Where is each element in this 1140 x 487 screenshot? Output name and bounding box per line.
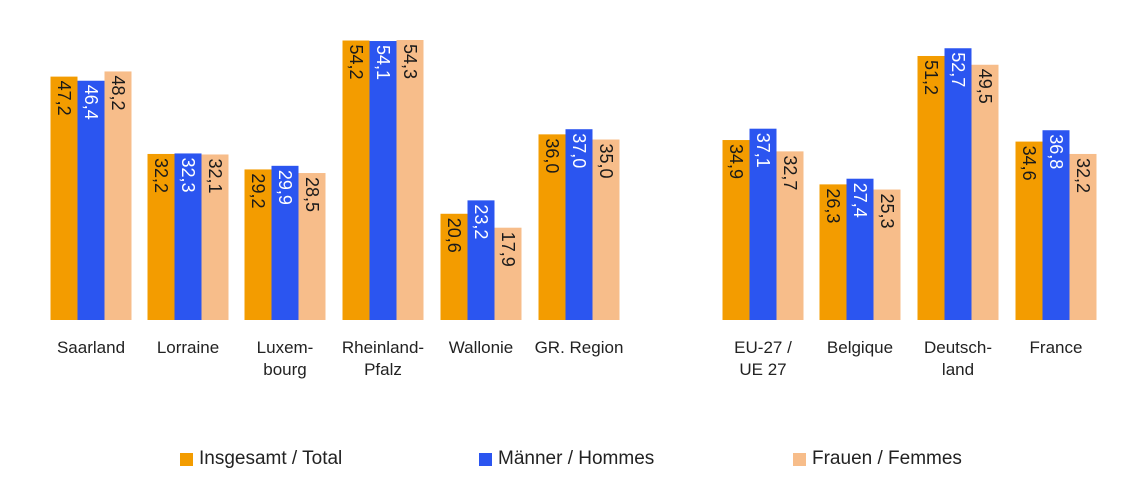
- value-label-france-women: 32,2: [1073, 158, 1093, 193]
- bar-saarland-total: [50, 76, 78, 320]
- bar-lorraine-women: [201, 154, 229, 320]
- value-label-belgique-total: 26,3: [823, 188, 843, 223]
- bar-luxembourg-men: [271, 165, 299, 320]
- bar-eu-27-women: [776, 151, 804, 320]
- value-label-deutschland-men: 52,7: [948, 52, 968, 87]
- bar-rheinland-pfalz-total: [342, 40, 370, 320]
- category-label-wallonie: Wallonie: [449, 338, 514, 357]
- category-label-gr-region: GR. Region: [535, 338, 624, 357]
- category-label-saarland: Saarland: [57, 338, 125, 357]
- bar-france-men: [1042, 130, 1070, 320]
- legend-label-men: Männer / Hommes: [498, 448, 655, 469]
- value-label-wallonie-women: 17,9: [498, 232, 518, 267]
- bar-saarland-men: [77, 80, 105, 320]
- value-label-rheinland-pfalz-total: 54,2: [346, 45, 366, 80]
- value-label-deutschland-women: 49,5: [975, 69, 995, 104]
- value-label-gr-region-men: 37,0: [569, 133, 589, 168]
- legend-swatch-men: [479, 452, 492, 466]
- category-label-eu-27: EU-27 /UE 27: [734, 338, 792, 379]
- bar-belgique-total: [819, 184, 847, 320]
- bar-lorraine-men: [174, 153, 202, 320]
- value-label-wallonie-total: 20,6: [444, 218, 464, 253]
- value-label-lorraine-women: 32,1: [205, 158, 225, 193]
- value-label-eu-27-women: 32,7: [780, 155, 800, 190]
- value-label-lorraine-men: 32,3: [178, 157, 198, 192]
- bar-wallonie-men: [467, 200, 495, 320]
- value-label-belgique-men: 27,4: [850, 183, 870, 218]
- value-label-rheinland-pfalz-men: 54,1: [373, 45, 393, 80]
- category-label-luxembourg: Luxem-bourg: [257, 338, 314, 379]
- bar-belgique-women: [873, 189, 901, 320]
- bar-france-women: [1069, 153, 1097, 320]
- value-label-lorraine-total: 32,2: [151, 158, 171, 193]
- value-label-rheinland-pfalz-women: 54,3: [400, 44, 420, 79]
- value-label-belgique-women: 25,3: [877, 194, 897, 229]
- value-label-eu-27-men: 37,1: [753, 133, 773, 168]
- category-label-belgique: Belgique: [827, 338, 893, 357]
- bar-eu-27-men: [749, 128, 777, 320]
- value-label-saarland-women: 48,2: [108, 75, 128, 110]
- bar-rheinland-pfalz-women: [396, 40, 424, 320]
- legend-item-total: Insgesamt / Total: [180, 448, 342, 470]
- legend-item-men: Männer / Hommes: [479, 448, 654, 470]
- value-label-gr-region-total: 36,0: [542, 138, 562, 173]
- bar-wallonie-total: [440, 213, 468, 320]
- bar-france-total: [1015, 141, 1043, 320]
- legend-label-total: Insgesamt / Total: [199, 448, 343, 469]
- legend-item-women: Frauen / Femmes: [793, 448, 962, 470]
- value-label-france-total: 34,6: [1019, 146, 1039, 181]
- bar-lorraine-total: [147, 153, 175, 320]
- value-label-luxembourg-men: 29,9: [275, 170, 295, 205]
- legend: Insgesamt / Total Männer / Hommes Frauen…: [0, 448, 1140, 476]
- bar-deutschland-total: [917, 55, 945, 321]
- bar-deutschland-women: [971, 64, 999, 321]
- value-label-saarland-men: 46,4: [81, 85, 101, 120]
- value-label-france-men: 36,8: [1046, 134, 1066, 169]
- bar-luxembourg-total: [244, 169, 272, 320]
- legend-swatch-total: [180, 452, 193, 466]
- value-label-luxembourg-total: 29,2: [248, 173, 268, 208]
- bar-wallonie-women: [494, 227, 522, 320]
- bar-gr-region-women: [592, 139, 620, 320]
- value-label-deutschland-total: 51,2: [921, 60, 941, 95]
- category-label-deutschland: Deutsch-land: [924, 338, 992, 379]
- legend-swatch-women: [793, 452, 806, 466]
- value-label-wallonie-men: 23,2: [471, 204, 491, 239]
- bar-eu-27-total: [722, 140, 750, 320]
- category-label-rheinland-pfalz: Rheinland-Pfalz: [342, 338, 424, 379]
- value-label-gr-region-women: 35,0: [596, 144, 616, 179]
- value-label-eu-27-total: 34,9: [726, 144, 746, 179]
- bar-saarland-women: [104, 71, 132, 320]
- bar-belgique-men: [846, 178, 874, 320]
- legend-label-women: Frauen / Femmes: [812, 448, 962, 469]
- bar-chart: 47,2 46,4 48,2 Saarland 32,2 32,3 32,1 Lorraine…: [50, 40, 1097, 379]
- category-label-lorraine: Lorraine: [157, 338, 219, 357]
- value-label-luxembourg-women: 28,5: [302, 177, 322, 212]
- bar-gr-region-total: [538, 134, 566, 320]
- bar-luxembourg-women: [298, 173, 326, 320]
- bar-deutschland-men: [944, 48, 972, 321]
- category-label-france: France: [1030, 338, 1083, 357]
- bar-gr-region-men: [565, 129, 593, 320]
- value-label-saarland-total: 47,2: [54, 81, 74, 116]
- bar-rheinland-pfalz-men: [369, 41, 397, 320]
